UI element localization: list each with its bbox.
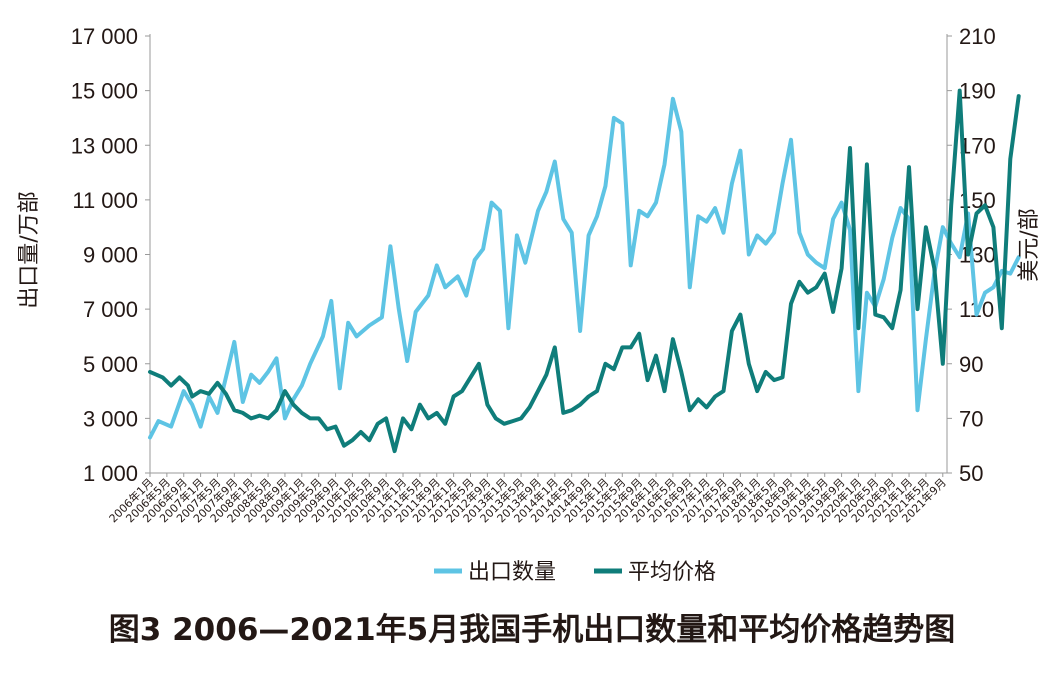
y-left-tick-label: 13 000 bbox=[71, 133, 138, 158]
legend-label-export-quantity: 出口数量 bbox=[468, 560, 556, 585]
y-right-axis-title: 美元/部 bbox=[1017, 208, 1042, 281]
y-right-tick-label: 210 bbox=[959, 24, 996, 49]
series-line-export-quantity bbox=[148, 96, 1021, 440]
y-left-tick-label: 3 000 bbox=[83, 406, 138, 431]
y-left-tick-label: 7 000 bbox=[83, 297, 138, 322]
y-left-ticks: 17 000 15 000 13 000 11 000 9 000 7 000 5 000 3… bbox=[71, 24, 150, 486]
y-left-tick-label: 9 000 bbox=[83, 243, 138, 268]
y-left-tick-label: 11 000 bbox=[72, 188, 138, 213]
y-right-tick-label: 130 bbox=[959, 243, 996, 268]
y-left-tick-label: 1 000 bbox=[83, 461, 138, 486]
y-right-tick-label: 90 bbox=[959, 352, 983, 377]
series-line-average-price bbox=[148, 88, 1021, 454]
y-right-tick-label: 70 bbox=[959, 406, 983, 431]
legend: 出口数量 平均价格 bbox=[434, 560, 716, 585]
figure-title: 图3 2006—2021年5月我国手机出口数量和平均价格趋势图 bbox=[109, 612, 956, 648]
y-right-tick-label: 190 bbox=[959, 79, 996, 104]
legend-label-average-price: 平均价格 bbox=[628, 560, 716, 585]
y-left-tick-label: 15 000 bbox=[71, 79, 138, 104]
y-left-axis-title: 出口量/万部 bbox=[17, 191, 42, 308]
y-left-tick-label: 5 000 bbox=[83, 352, 138, 377]
y-right-tick-label: 50 bbox=[959, 461, 983, 486]
x-ticks: 2006年1月2006年5月2006年9月2007年1月2007年5月2007年… bbox=[106, 473, 949, 525]
y-left-tick-label: 17 000 bbox=[71, 24, 138, 49]
series-layer bbox=[148, 88, 1021, 454]
y-right-tick-label: 170 bbox=[959, 133, 996, 158]
